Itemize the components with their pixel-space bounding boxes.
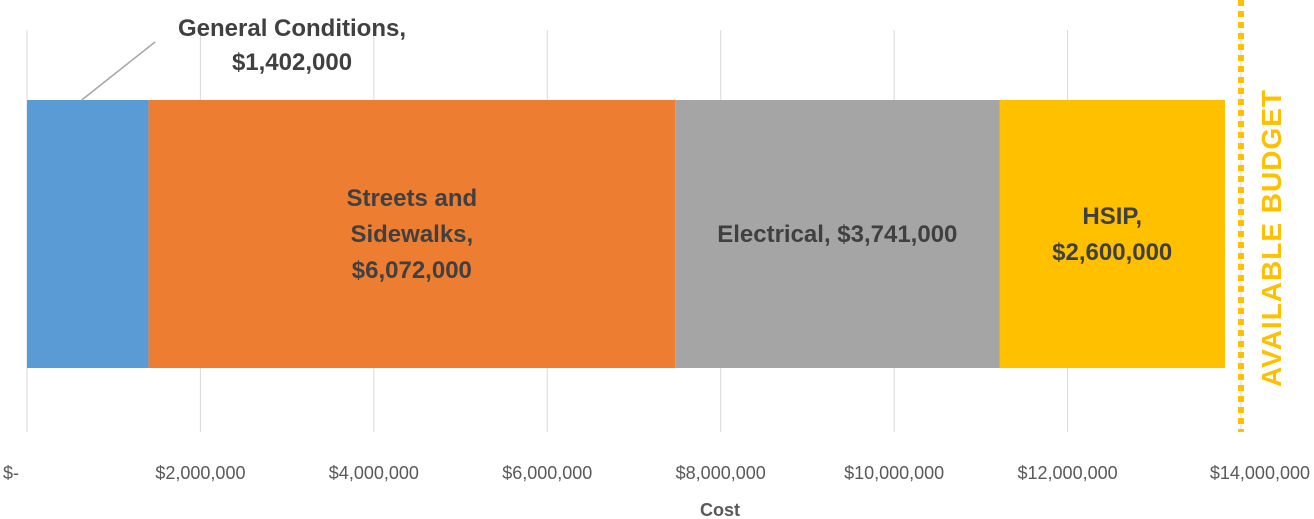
- budget-line-group: AVAILABLE BUDGET: [1238, 0, 1287, 432]
- x-axis-title: Cost: [700, 500, 740, 519]
- x-axis-ticks: $- $2,000,000 $4,000,000 $6,000,000 $8,000,0…: [3, 463, 1310, 483]
- callout-data-label: General Conditions, $1,402,000: [178, 15, 406, 76]
- bar-segment: [675, 100, 1000, 368]
- x-tick-label: $6,000,000: [502, 463, 592, 483]
- segment-data-label: Streets and Sidewalks, $6,072,000: [346, 185, 477, 284]
- x-tick-label: $-: [3, 463, 19, 483]
- callout-leader-line: [81, 41, 156, 101]
- segment-data-label: HSIP, $2,600,000: [1052, 203, 1172, 266]
- x-tick-label: $12,000,000: [1018, 463, 1118, 483]
- bar-segment: [27, 100, 149, 368]
- x-tick-label: $14,000,000: [1210, 463, 1310, 483]
- budget-label: AVAILABLE BUDGET: [1256, 89, 1287, 387]
- x-tick-label: $2,000,000: [155, 463, 245, 483]
- data-labels: General Conditions, $1,402,000 Streets and…: [81, 15, 1172, 284]
- bar-segment: [999, 100, 1225, 368]
- x-tick-label: $10,000,000: [844, 463, 944, 483]
- segment-data-label: Electrical, $3,741,000: [717, 221, 957, 248]
- x-tick-label: $4,000,000: [329, 463, 419, 483]
- bar-segment: [148, 100, 676, 368]
- stacked-bar: [27, 100, 1225, 368]
- x-tick-label: $8,000,000: [676, 463, 766, 483]
